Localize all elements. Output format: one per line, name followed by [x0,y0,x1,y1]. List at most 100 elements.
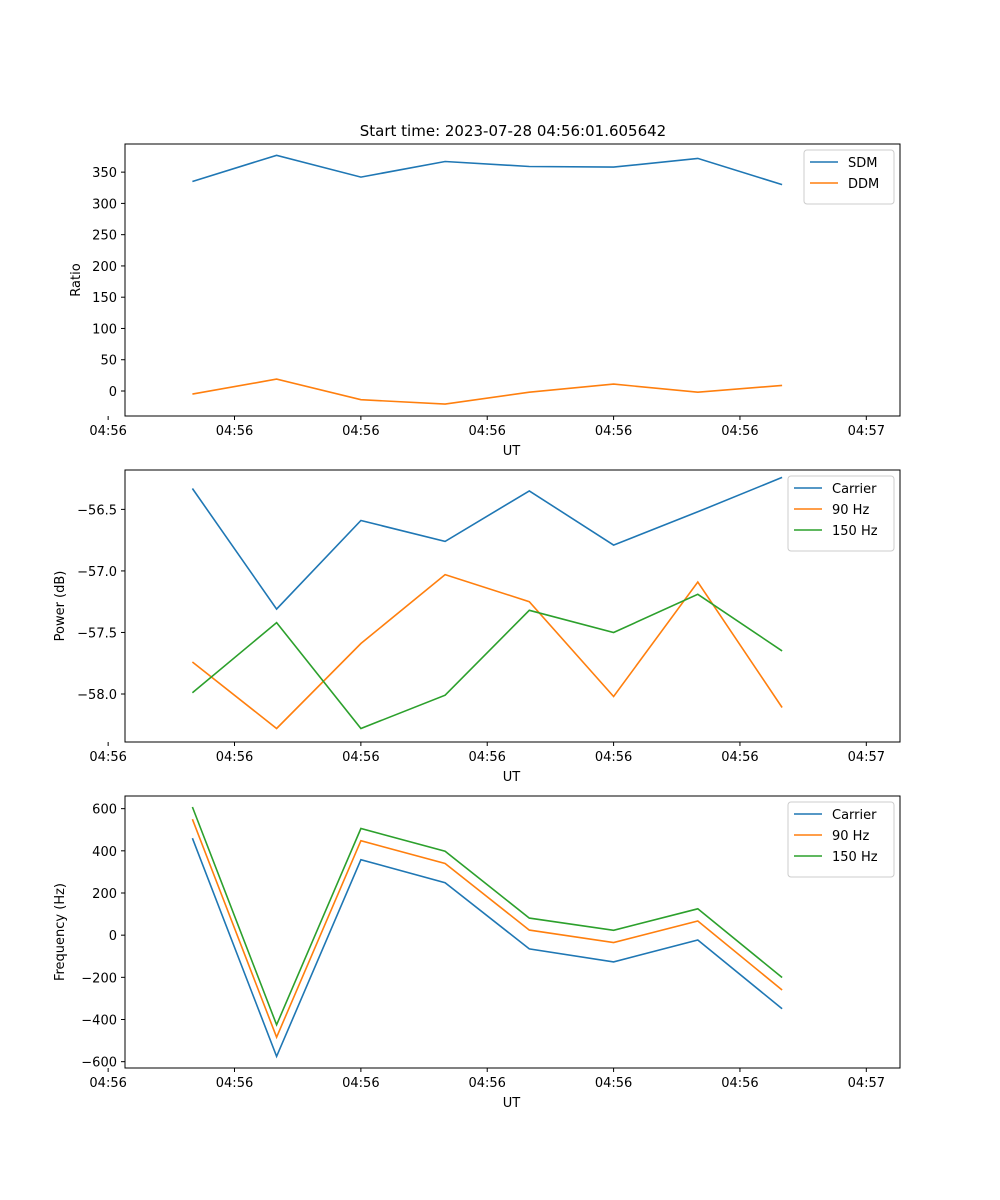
data-point [528,948,530,950]
data-point [191,181,193,183]
y-tick-label: 200 [92,260,117,275]
y-tick-label: 300 [92,197,117,212]
legend-label: 90 Hz [832,503,869,518]
data-point [360,643,362,645]
data-point [360,399,362,401]
data-point [191,661,193,663]
legend-label: 150 Hz [832,850,878,865]
data-point [528,917,530,919]
x-tick-label: 04:56 [216,750,253,765]
x-tick-label: 04:56 [342,1076,379,1091]
y-axis-label: Ratio [69,263,84,296]
x-tick-label: 04:56 [216,424,253,439]
y-tick-label: 350 [92,166,117,181]
data-point [697,157,699,159]
x-tick-label: 04:56 [342,750,379,765]
data-point [613,631,615,633]
data-point [697,391,699,393]
data-point [276,1036,278,1038]
data-point [276,608,278,610]
data-point [697,939,699,941]
data-point [781,977,783,979]
data-point [613,695,615,697]
data-point [360,840,362,842]
data-point [697,581,699,583]
y-tick-label: 200 [92,887,117,902]
plot-frame [124,143,901,417]
y-tick-label: 0 [109,929,117,944]
x-tick-label: 04:57 [848,1076,885,1091]
data-point [191,818,193,820]
data-point [444,882,446,884]
data-point [276,622,278,624]
data-point [444,574,446,576]
data-point [444,161,446,163]
x-tick-label: 04:56 [89,424,126,439]
legend-label: DDM [848,177,879,192]
y-tick-label: −58.0 [77,688,117,703]
y-tick-label: 400 [92,845,117,860]
data-point [444,862,446,864]
data-point [191,837,193,839]
legend-box [803,149,895,205]
series-line-150-hz [191,593,783,730]
plot-frame [124,795,901,1069]
y-tick-label: −400 [81,1014,117,1029]
y-tick-label: 0 [109,385,117,400]
x-tick-label: 04:56 [468,424,505,439]
x-axis-label: UT [503,444,521,459]
data-point [276,154,278,156]
data-point [191,393,193,395]
data-point [528,391,530,393]
data-point [781,989,783,991]
legend-label: SDM [848,156,877,171]
data-point [697,511,699,513]
y-tick-label: 50 [100,354,117,369]
data-point [528,929,530,931]
legend: Carrier 90 Hz 150 Hz [787,801,895,878]
x-tick-label: 04:56 [721,750,758,765]
x-tick-label: 04:56 [468,750,505,765]
chart-panel: 04:56 04:56 04:56 04:56 04:56 04:56 04:57 −600 −… [53,795,901,1111]
data-point [613,383,615,385]
plot-frame [124,469,901,743]
data-point [360,827,362,829]
data-point [781,1008,783,1010]
y-tick-label: −600 [81,1056,117,1071]
legend-box [787,475,895,552]
legend-label: Carrier [832,808,877,823]
data-point [276,727,278,729]
series-line-ddm [192,378,783,405]
data-point [444,694,446,696]
data-point [528,490,530,492]
x-tick-label: 04:56 [721,1076,758,1091]
x-tick-label: 04:56 [595,750,632,765]
data-point [613,961,615,963]
y-tick-label: 150 [92,291,117,306]
x-tick-label: 04:57 [848,750,885,765]
x-tick-label: 04:56 [89,750,126,765]
legend-label: 150 Hz [832,524,878,539]
data-point [697,908,699,910]
y-tick-label: −56.5 [77,503,117,518]
x-axis-label: UT [503,770,521,785]
data-point [697,593,699,595]
x-tick-label: 04:56 [595,1076,632,1091]
data-point [613,929,615,931]
data-point [528,166,530,168]
data-point [613,544,615,546]
data-point [360,519,362,521]
data-point [613,942,615,944]
x-tick-label: 04:56 [89,1076,126,1091]
y-tick-label: −200 [81,971,117,986]
x-axis-label: UT [503,1096,521,1111]
data-point [276,1024,278,1026]
x-tick-label: 04:56 [216,1076,253,1091]
data-point [444,403,446,405]
series-line-90-hz [191,818,783,1040]
chart-title: Start time: 2023-07-28 04:56:01.605642 [360,122,666,140]
x-tick-label: 04:56 [468,1076,505,1091]
data-point [528,601,530,603]
legend: Carrier 90 Hz 150 Hz [787,475,895,552]
y-tick-label: −57.0 [77,565,117,580]
